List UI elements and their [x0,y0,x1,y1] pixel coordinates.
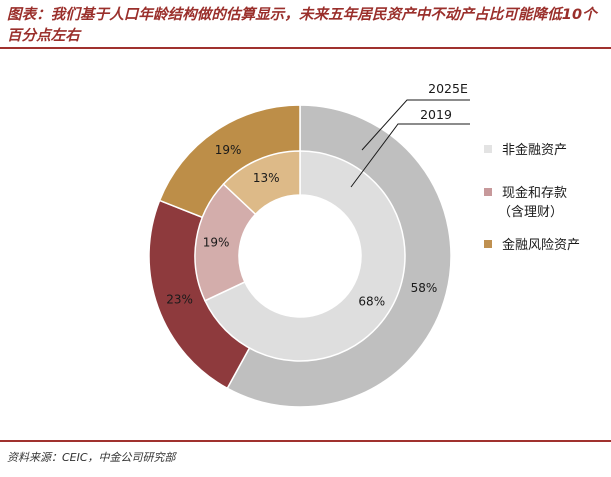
legend-swatch-2 [484,240,492,248]
slice-label-inner-2: 13% [253,171,280,185]
callout-line-outer [361,99,470,151]
series-label-inner: 2019 [420,107,452,122]
chart-title: 图表：我们基于人口年龄结构做的估算显示，未来五年居民资产中不动产占比可能降低10… [7,7,597,44]
source-note: 资料来源：CEIC，中金公司研究部 [7,451,176,464]
slice-label-outer-1: 23% [166,292,193,306]
legend-label-0: 非金融资产 [502,142,567,158]
series-callouts: 2025E 2019 [350,81,470,188]
legend-swatch-0 [484,145,492,153]
slice-inner-0 [203,150,406,362]
slice-inner-2 [222,150,301,216]
legend-label-1-line-0: 现金和存款 [502,185,567,201]
slice-labels: 58% 23% 19% 68% 19% 13% [166,143,437,308]
callout-line-inner [350,123,470,188]
slices [148,104,452,408]
legend-label-2: 金融风险资产 [502,237,580,253]
slice-label-outer-2: 19% [215,143,242,157]
series-label-outer: 2025E [428,81,468,96]
slice-label-inner-1: 19% [203,236,230,250]
slice-label-outer-0: 58% [411,281,438,295]
footer-divider [0,440,611,442]
slice-label-inner-0: 68% [358,295,385,309]
legend-label-1-line-1: （含理财） [498,204,563,220]
title-divider [0,47,611,49]
legend-swatch-1 [484,188,492,196]
